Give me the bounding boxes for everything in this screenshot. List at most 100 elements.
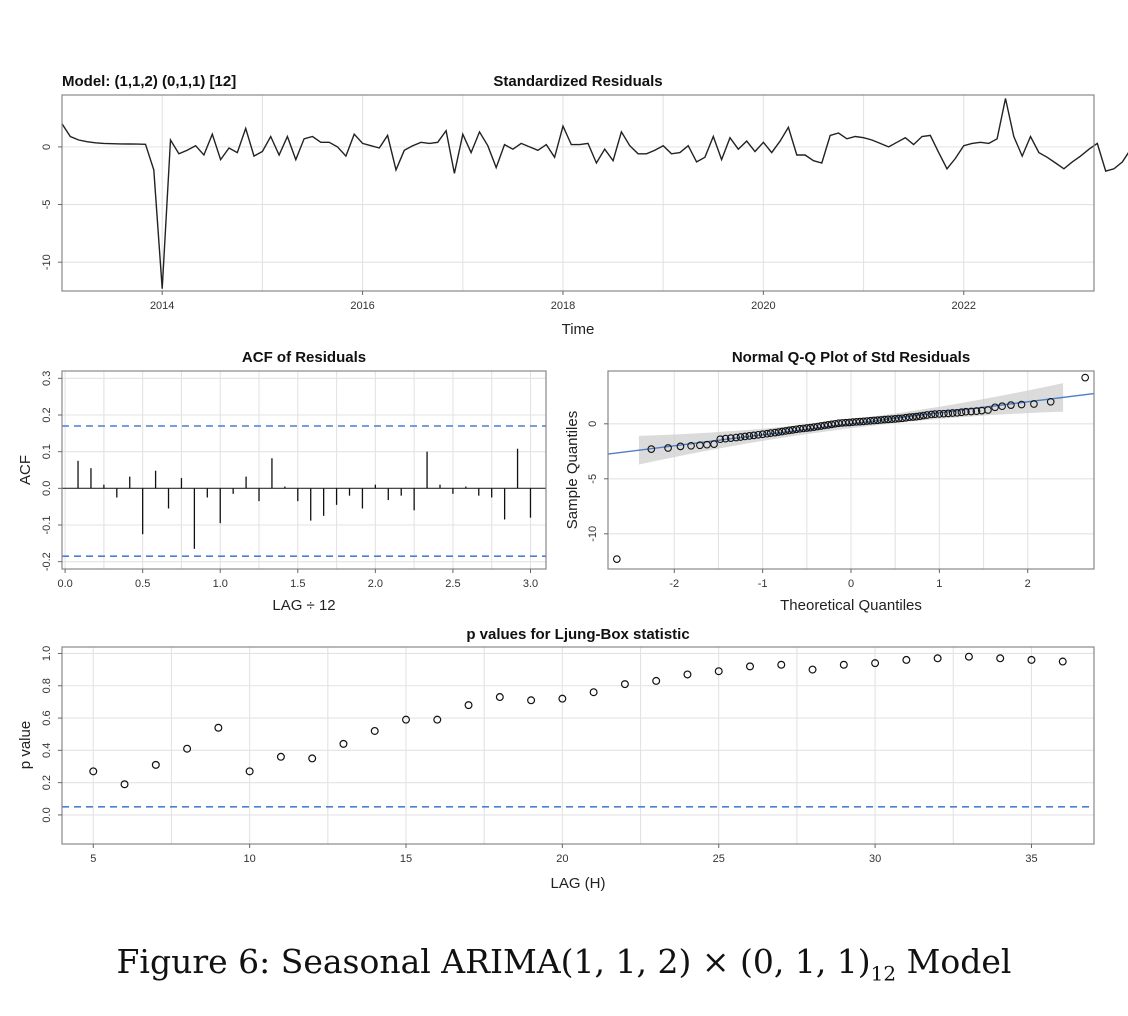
qq-point xyxy=(1017,400,1026,409)
ljung-point xyxy=(402,715,411,724)
ljung-point xyxy=(589,688,598,697)
qq-point xyxy=(948,409,957,417)
qq-point xyxy=(763,429,771,438)
ljung-ytick-label: 0.6 xyxy=(41,710,53,725)
qq-point xyxy=(771,428,779,437)
ljung-point xyxy=(276,752,285,761)
ljung-point xyxy=(464,701,473,710)
qq-point xyxy=(785,426,793,435)
resid-xtick-label: 2016 xyxy=(350,300,374,312)
ljung-ytick-label: 0.8 xyxy=(41,678,53,693)
ljung-point xyxy=(120,780,129,789)
qq-point xyxy=(817,422,825,430)
caption-prefix: Figure 6: Seasonal ARIMA(1, 1, 2) × (0, … xyxy=(116,942,871,981)
residuals-title: Standardized Residuals xyxy=(493,73,662,90)
qq-point xyxy=(944,409,953,418)
qq-point xyxy=(741,432,749,441)
ljung-xtick-label: 25 xyxy=(713,853,725,865)
qq-point xyxy=(612,555,621,563)
acf-xtick-label: 1.5 xyxy=(290,578,305,590)
qq-point xyxy=(939,409,948,418)
qq-point xyxy=(820,421,829,430)
acf-xtick-label: 0.0 xyxy=(57,578,72,590)
ljung-point xyxy=(527,696,536,705)
qq-point xyxy=(916,412,924,420)
residuals-xlabel: Time xyxy=(562,321,595,338)
ljung-title: p values for Ljung-Box statistic xyxy=(466,626,689,643)
qq-point xyxy=(745,432,754,440)
qq-point xyxy=(957,408,966,417)
ljung-point xyxy=(339,739,348,748)
qq-point xyxy=(788,426,797,434)
qq-point xyxy=(912,412,921,421)
qq-point xyxy=(758,430,767,439)
qq-point xyxy=(831,419,839,428)
ljung-ylabel: p value xyxy=(17,721,34,769)
qq-point xyxy=(1007,401,1015,409)
ljung-xlabel: LAG (H) xyxy=(550,875,605,892)
qq-point xyxy=(766,429,775,438)
resid-ytick-label: -10 xyxy=(41,254,53,270)
ljung-point xyxy=(214,723,223,732)
resid-ytick-label: -5 xyxy=(41,200,53,210)
acf-ytick-label: 0.0 xyxy=(41,481,53,496)
qq-ylabel: Sample Quantiles xyxy=(564,411,581,529)
ljung-xtick-label: 15 xyxy=(400,853,412,865)
qq-ytick-label: -10 xyxy=(587,526,599,542)
ljung-point xyxy=(1027,655,1036,664)
acf-ytick-label: -0.2 xyxy=(41,552,53,571)
qq-point xyxy=(781,427,790,435)
qq-point xyxy=(802,424,811,432)
qq-point xyxy=(962,407,970,416)
qq-point xyxy=(647,445,656,453)
acf-xtick-label: 3.0 xyxy=(523,578,538,590)
qq-point xyxy=(792,425,801,434)
residual-series-line xyxy=(61,98,1128,289)
qq-point xyxy=(1030,400,1038,408)
residuals-ticks: 2014 2016 2018 2020 2022 0 -5 -10 xyxy=(41,144,976,312)
acf-ticks: 0.0 0.5 1.0 1.5 2.0 2.5 3.0 0.3 0.2 0.1 0.0 -0.1 -0.… xyxy=(41,371,538,590)
ljung-point xyxy=(714,667,723,676)
acf-grid xyxy=(62,371,546,569)
qq-ytick-label: -5 xyxy=(587,474,599,484)
ljung-point xyxy=(996,654,1005,663)
qq-point xyxy=(687,441,695,450)
ljung-ytick-label: 0.0 xyxy=(41,807,53,822)
qq-xtick-label: -2 xyxy=(669,578,679,590)
acf-xtick-label: 1.0 xyxy=(213,578,228,590)
ljung-point xyxy=(308,754,317,763)
ljung-grid xyxy=(62,647,1094,844)
qq-marks xyxy=(607,373,1095,563)
ljung-point xyxy=(652,676,661,685)
qq-point xyxy=(810,423,818,431)
resid-xtick-label: 2020 xyxy=(751,300,775,312)
ljung-point xyxy=(777,660,786,669)
acf-ytick-label: 0.3 xyxy=(41,371,53,386)
ljung-point xyxy=(1058,657,1067,666)
ljung-point xyxy=(245,767,254,776)
qq-xtick-label: 2 xyxy=(1025,578,1031,590)
ljung-xtick-label: 5 xyxy=(90,853,96,865)
qq-xlabel: Theoretical Quantiles xyxy=(780,597,922,614)
residuals-marks xyxy=(61,98,1128,289)
resid-xtick-label: 2018 xyxy=(551,300,575,312)
qq-title: Normal Q-Q Plot of Std Residuals xyxy=(732,349,970,366)
qq-xtick-label: -1 xyxy=(758,578,768,590)
acf-ytick-label: -0.1 xyxy=(41,516,53,535)
acf-ytick-label: 0.2 xyxy=(41,407,53,422)
qq-point xyxy=(998,402,1006,411)
qq-point xyxy=(984,406,992,414)
qq-point xyxy=(736,433,745,441)
qq-point xyxy=(813,422,822,431)
resid-ytick-label: 0 xyxy=(41,144,53,150)
acf-xlabel: LAG ÷ 12 xyxy=(272,597,335,614)
ljung-point xyxy=(183,744,192,753)
qq-point xyxy=(898,414,907,423)
ljung-point xyxy=(745,662,754,671)
caption-subscript: 12 xyxy=(870,961,897,986)
qq-point xyxy=(991,403,999,412)
ljung-point xyxy=(433,715,442,724)
model-label: Model: (1,1,2) (0,1,1) [12] xyxy=(62,73,236,90)
qq-point xyxy=(967,407,976,416)
